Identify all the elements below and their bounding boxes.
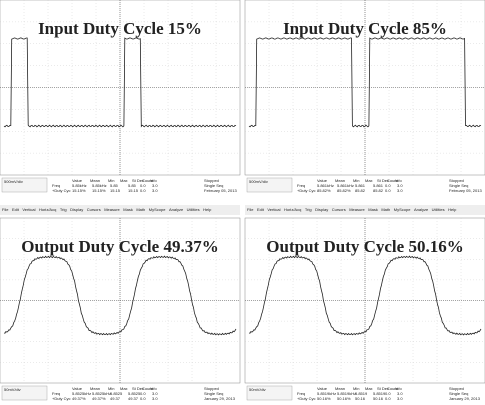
timestamp: January 29, 2013 [204,396,236,401]
table-cell: 0.0 [385,188,391,193]
panel-title: Input Duty Cycle 15% [38,19,202,38]
table-cell: +Duty Cyc [297,396,316,401]
table-cell: 0.0 [385,396,391,401]
table-cell: 50.16% [317,396,331,401]
menu-item[interactable]: MyScope [149,207,166,212]
table-cell: +Duty Cyc [52,188,71,193]
menu-item[interactable]: Analyze [169,207,184,212]
menu-item[interactable]: Cursors [332,207,346,212]
table-cell: 50.16 [373,396,384,401]
table-header: Max [120,178,128,183]
channel-scale: 50mV/div [4,387,21,392]
menu-item[interactable]: Edit [12,207,20,212]
channel-scale: 500mV/div [4,179,23,184]
menu-item[interactable]: Measure [349,207,365,212]
menu-item[interactable]: MyScope [394,207,411,212]
menu-item[interactable]: Math [381,207,390,212]
table-header: Max [365,178,373,183]
menu-item[interactable]: Trig [305,207,312,212]
menu-item[interactable]: Help [203,207,212,212]
channel-scale: 50mV/div [249,387,266,392]
table-cell: +Duty Cyc [297,188,316,193]
table-cell: 85.82% [317,188,331,193]
menu-item[interactable]: Vertical [22,207,35,212]
table-cell: 85.82% [337,188,351,193]
table-cell: 49.37 [110,396,121,401]
menu-item[interactable]: File [247,207,254,212]
table-cell: 0.0 [140,396,146,401]
table-cell: 3.0 [152,396,158,401]
menu-item[interactable]: Vertical [267,207,280,212]
menu-item[interactable]: Display [315,207,328,212]
scope-collage: Input Duty Cycle 15%500mV/divValueMeanMi… [0,0,485,405]
table-cell: 3.0 [397,188,403,193]
menu-item[interactable]: Edit [257,207,265,212]
menu-item[interactable]: Cursors [87,207,101,212]
table-cell: 49.37 [128,396,139,401]
menu-item[interactable]: Horiz/Acq [284,207,301,212]
table-cell: 49.37% [92,396,106,401]
table-cell: 50.16 [355,396,366,401]
menu-item[interactable]: Utilities [187,207,200,212]
menu-item[interactable]: Display [70,207,83,212]
table-cell: 15.15% [72,188,86,193]
panel-title: Output Duty Cycle 50.16% [266,237,463,256]
table-cell: 3.0 [152,188,158,193]
menu-item[interactable]: Math [136,207,145,212]
menu-item[interactable]: Utilities [432,207,445,212]
table-cell: 15.15% [92,188,106,193]
timestamp: February 05, 2013 [204,188,237,193]
menu-item[interactable]: Horiz/Acq [39,207,56,212]
menu-item[interactable]: Help [448,207,457,212]
menu-item[interactable]: Trig [60,207,67,212]
table-cell: +Duty Cyc [52,396,71,401]
table-cell: 85.82 [355,188,366,193]
channel-scale: 500mV/div [249,179,268,184]
menu-item[interactable]: Mask [123,207,133,212]
table-cell: 85.82 [373,188,384,193]
menu-item[interactable]: Analyze [414,207,429,212]
timestamp: January 29, 2013 [449,396,481,401]
table-cell: 50.16% [337,396,351,401]
menu-item[interactable]: Measure [104,207,120,212]
panel-title: Input Duty Cycle 85% [283,19,447,38]
table-cell: 49.37% [72,396,86,401]
table-cell: 3.0 [397,396,403,401]
timestamp: February 05, 2013 [449,188,482,193]
table-cell: 0.0 [140,188,146,193]
table-cell: 15.15 [128,188,139,193]
panel-title: Output Duty Cycle 49.37% [21,237,218,256]
menu-item[interactable]: File [2,207,9,212]
table-cell: 15.15 [110,188,121,193]
menu-item[interactable]: Mask [368,207,378,212]
